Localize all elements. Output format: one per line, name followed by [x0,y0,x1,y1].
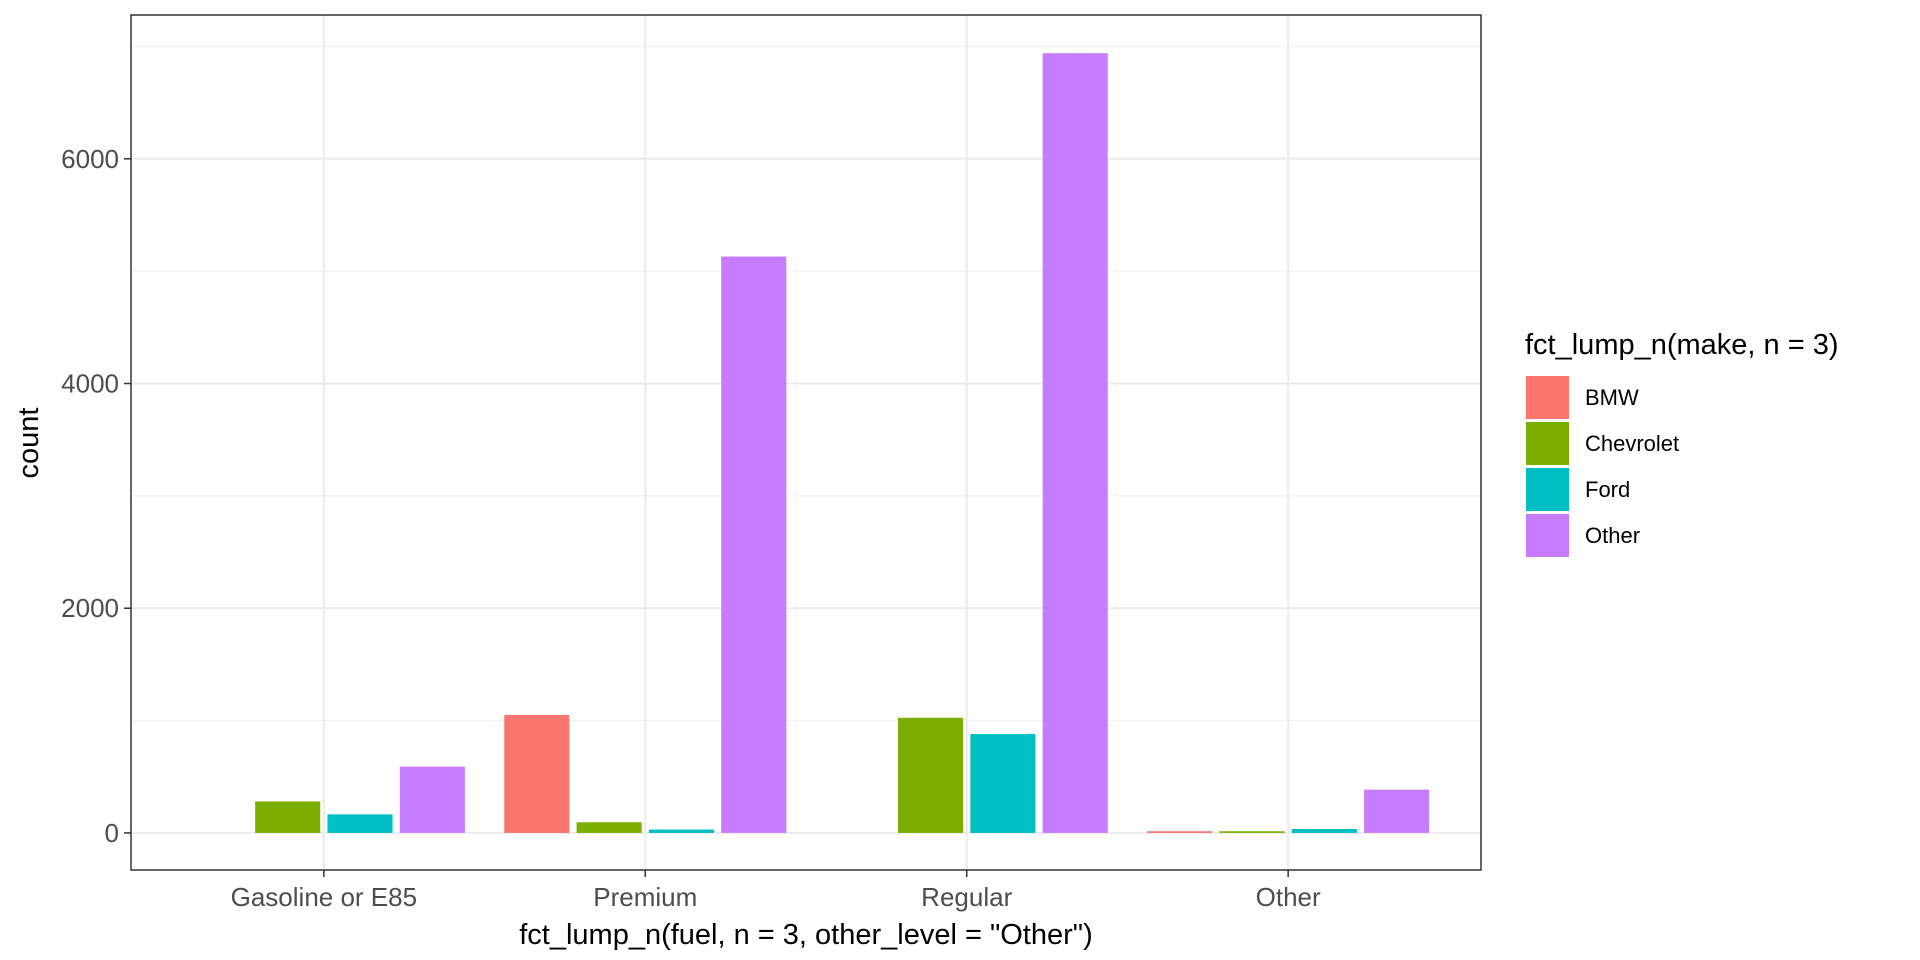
bar-chevrolet-premium [576,822,642,833]
x-axis: Gasoline or E85 Premium Regular Other [231,870,1321,912]
legend-key-other [1526,514,1569,557]
bars [255,53,1430,833]
y-tick-label: 6000 [61,144,119,174]
y-tick-label: 2000 [61,593,119,623]
bar-ford-gasoline-or-e85 [327,814,393,833]
y-axis-title: count [13,408,45,479]
legend-label-bmw: BMW [1585,385,1639,410]
legend-key-chevrolet [1526,422,1569,465]
bar-ford-regular [970,734,1036,833]
y-tick-label: 0 [105,818,119,848]
minor-gridlines [131,45,1481,722]
legend-label-ford: Ford [1585,477,1630,502]
legend-key-bmw [1526,376,1569,419]
bar-bmw-premium [504,714,570,833]
x-tick-label: Gasoline or E85 [231,882,417,912]
legend-items: BMW Chevrolet Ford Other [1526,376,1679,557]
bar-other-gasoline-or-e85 [399,766,465,833]
x-tick-label: Regular [921,882,1012,912]
x-tick-label: Other [1256,882,1321,912]
legend: fct_lump_n(make, n = 3) BMW Chevrolet Ford… [1525,329,1839,557]
y-tick-label: 4000 [61,369,119,399]
bar-other-regular [1042,53,1108,833]
plot-panel-background [131,15,1481,870]
legend-key-ford [1526,468,1569,511]
bar-chevrolet-regular [898,717,964,833]
bar-other-other [1364,789,1430,833]
plot-panel-border [130,14,1482,871]
bar-chevrolet-gasoline-or-e85 [255,801,321,833]
y-axis: 0 2000 4000 6000 [61,144,131,848]
x-tick-label: Premium [593,882,697,912]
bar-other-premium [721,256,787,833]
x-axis-title: fct_lump_n(fuel, n = 3, other_level = "O… [519,919,1093,951]
legend-label-chevrolet: Chevrolet [1585,431,1679,456]
bar-ford-other [1291,828,1357,833]
bar-bmw-other [1147,831,1213,833]
bar-chevrolet-other [1219,831,1285,833]
legend-label-other: Other [1585,523,1640,548]
bar-ford-premium [648,829,714,833]
legend-title: fct_lump_n(make, n = 3) [1525,329,1839,361]
